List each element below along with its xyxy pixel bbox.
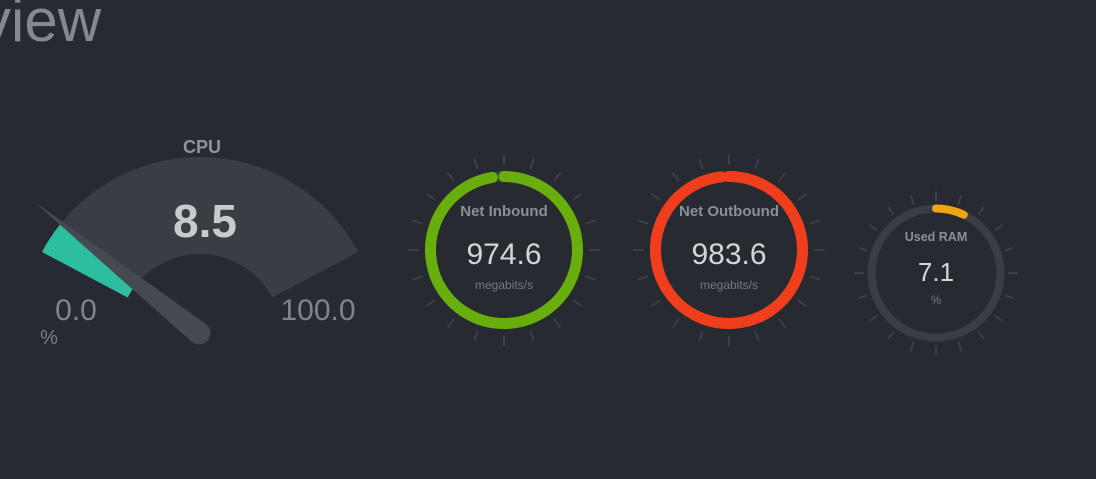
used-ram-label: Used RAM xyxy=(905,230,968,244)
net-outbound-value: 983.6 xyxy=(691,238,766,271)
cpu-gauge-title: CPU xyxy=(183,137,221,157)
gauge-tick xyxy=(754,330,760,342)
cpu-gauge-min-label: 0.0 xyxy=(55,294,97,327)
gauge-tick xyxy=(994,314,1003,322)
gauge-tick xyxy=(869,224,878,232)
gauge-tick xyxy=(426,299,436,307)
gauge-tick xyxy=(778,318,786,328)
cpu-gauge-max-label: 100.0 xyxy=(280,294,355,327)
page-title: view xyxy=(0,0,102,54)
gauge-tick xyxy=(651,193,661,201)
gauge-tick xyxy=(473,158,479,170)
cpu-gauge-value-arc xyxy=(41,224,136,298)
gauge-tick xyxy=(1004,294,1015,300)
cpu-gauge-needle xyxy=(33,200,207,342)
gauge-tick xyxy=(651,299,661,307)
gauge-tick xyxy=(809,219,821,225)
gauge-tick xyxy=(473,330,479,342)
gauge-tick xyxy=(529,330,535,342)
gauge-tick xyxy=(887,206,895,215)
gauge-tick xyxy=(977,206,985,215)
cpu-gauge-value: 8.5 xyxy=(173,195,237,247)
cpu-gauge-track-arc xyxy=(41,157,359,298)
cpu-usage-gauge[interactable]: CPU 8.5 0.0 100.0 % xyxy=(33,137,359,349)
gauge-tick xyxy=(909,341,915,352)
gauge-tick xyxy=(672,172,680,182)
gauge-tick xyxy=(447,172,455,182)
gauge-tick xyxy=(778,172,786,182)
net-inbound-value: 974.6 xyxy=(466,238,541,271)
gauge-tick xyxy=(572,299,582,307)
gauge-tick xyxy=(584,275,596,281)
net-outbound-gauge-drawing xyxy=(633,154,825,346)
net-inbound-label: Net Inbound xyxy=(460,203,547,220)
gauge-tick xyxy=(857,246,868,252)
gauge-tick xyxy=(412,219,424,225)
gauge-tick xyxy=(529,158,535,170)
used-ram-gauge[interactable]: Used RAM 7.1 % xyxy=(854,191,1018,355)
net-outbound-unit: megabits/s xyxy=(700,278,758,292)
used-ram-value: 7.1 xyxy=(918,257,954,287)
gauge-tick xyxy=(994,224,1003,232)
gauge-tick xyxy=(412,275,424,281)
gauge-tick xyxy=(977,331,985,340)
net-outbound-label: Net Outbound xyxy=(679,203,779,220)
gauge-tick xyxy=(754,158,760,170)
gauge-tick xyxy=(698,330,704,342)
gauge-tick xyxy=(637,275,649,281)
gauge-tick xyxy=(698,158,704,170)
net-inbound-unit: megabits/s xyxy=(475,278,533,292)
gauge-tick xyxy=(572,193,582,201)
used-ram-unit: % xyxy=(931,295,941,307)
gauge-tick xyxy=(447,318,455,328)
net-inbound-value-arc xyxy=(425,171,583,329)
gauge-tick xyxy=(869,314,878,322)
cpu-gauge-unit: % xyxy=(40,327,58,349)
gauge-tick xyxy=(553,318,561,328)
gauge-tick xyxy=(426,193,436,201)
net-inbound-gauge-drawing xyxy=(408,154,600,346)
gauge-tick xyxy=(672,318,680,328)
gauge-tick xyxy=(957,341,963,352)
gauge-tick xyxy=(584,219,596,225)
net-outbound-gauge[interactable]: Net Outbound 983.6 megabits/s xyxy=(633,154,825,346)
net-inbound-gauge[interactable]: Net Inbound 974.6 megabits/s xyxy=(408,154,600,346)
gauge-tick xyxy=(553,172,561,182)
gauge-tick xyxy=(797,193,807,201)
gauge-tick xyxy=(857,294,868,300)
gauge-tick xyxy=(637,219,649,225)
gauge-tick xyxy=(1004,246,1015,252)
cpu-gauge-needle-pivot xyxy=(187,321,211,345)
gauge-tick xyxy=(957,194,963,205)
cpu-gauge-drawing xyxy=(33,157,359,345)
net-outbound-value-arc xyxy=(650,171,808,329)
used-ram-gauge-drawing xyxy=(854,191,1018,355)
gauge-tick xyxy=(797,299,807,307)
gauge-tick xyxy=(887,331,895,340)
used-ram-value-arc xyxy=(932,204,968,219)
gauge-tick xyxy=(809,275,821,281)
gauge-tick xyxy=(909,194,915,205)
